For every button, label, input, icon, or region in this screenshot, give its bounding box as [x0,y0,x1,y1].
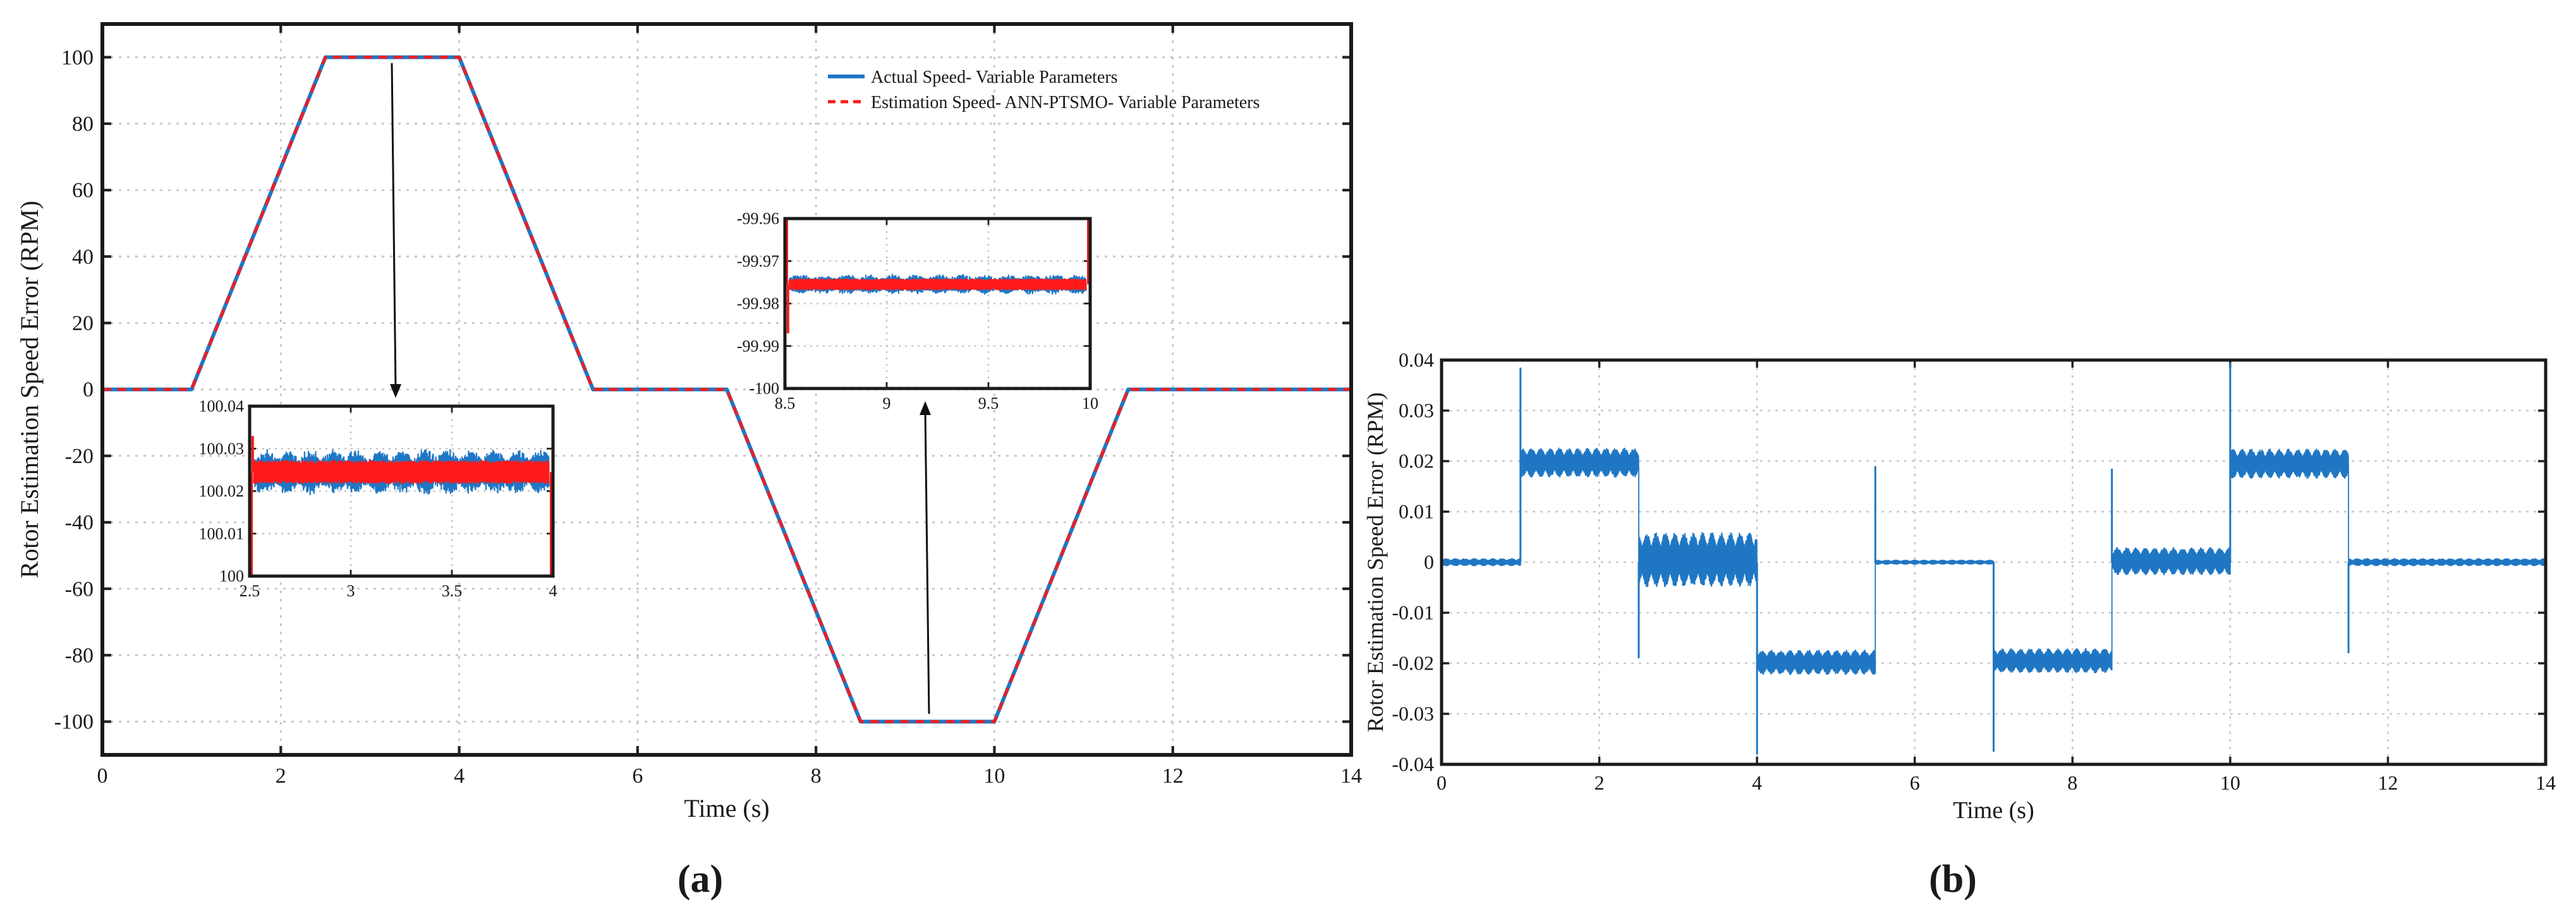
a-inset-2: 8.5 9 9.5 10 -100 -99.99 -99.98 -99.97 -99.96 [737,210,1098,412]
a-inset-1-estimation-trace [253,460,550,485]
a-zoom-arrow-1 [391,63,397,389]
a-series-line-estimation [102,56,1351,723]
b-yaxis-label: Rotor Estimation Speed Error (RPM) [1363,392,1388,732]
b-xtick-label: 0 [1437,771,1447,794]
panel-a-chart: 0 2 4 6 8 10 12 14 -100 -80 -60 -40 -20 0 20 40 60 80 100 T… [15,22,1362,822]
a-inset-2-ytick-label: -99.97 [737,252,779,270]
a-zoom-arrow-2 [924,410,930,714]
a-xtick-label: 2 [276,764,286,788]
a-xtick-label: 12 [1162,764,1184,788]
b-xtick-label: 12 [2378,771,2398,794]
a-inset-1-xtick-label: 2.5 [240,582,260,600]
b-ytick-label: -0.01 [1392,601,1434,624]
a-inset-2-xtick-label: 10 [1082,394,1098,412]
a-legend-label-actual: Actual Speed- Variable Parameters [871,68,1118,87]
a-inset-2-ytick-label: -100 [749,380,779,398]
a-legend-label-estimation: Estimation Speed- ANN-PTSMO- Variable Pa… [871,93,1260,112]
b-xtick-label: 2 [1595,771,1605,794]
a-inset-2-ytick-label: -99.96 [737,210,779,228]
a-xaxis-label: Time (s) [684,794,769,822]
a-inset-2-ytick-label: -99.99 [737,337,779,355]
panel-b-chart: 0 2 4 6 8 10 12 14 -0.04 -0.03 -0.02 -0.01 0 0.01 0.02… [1363,349,2556,824]
caption-b: (b) [1929,858,1977,901]
a-zoom-arrowhead-1 [390,384,401,398]
a-ytick-label: -20 [65,445,94,468]
a-inset-1-xtick-label: 4 [549,582,557,600]
b-xaxis-label: Time (s) [1953,797,2034,824]
a-inset-2-frame [783,217,1092,390]
a-inset-2-estimation-trace [788,278,1087,291]
a-xtick-label: 4 [454,764,465,788]
b-xtick-label: 4 [1752,771,1762,794]
a-inset-2-xtick-label: 9.5 [978,394,999,412]
a-inset-2-ytick-label: -99.98 [737,294,779,313]
a-inset-1-ytick-label: 100.03 [199,440,245,458]
b-ytick-label: -0.04 [1392,753,1434,776]
a-xtick-label: 10 [983,764,1005,788]
b-xtick-label: 8 [2067,771,2077,794]
b-ytick-label: 0.01 [1399,500,1434,523]
b-ytick-label: 0 [1424,551,1434,574]
a-xtick-label: 14 [1340,764,1362,788]
b-ytick-label: 0.03 [1399,399,1434,422]
b-ytick-label: 0.02 [1399,450,1434,473]
caption-a: (a) [677,858,723,901]
a-inset-1: 2.5 3 3.5 4 100 100.01 100.02 100.03 100.04 [199,397,557,600]
a-ytick-label: -100 [54,711,94,734]
a-zoom-arrowhead-2 [920,401,931,415]
a-inset-1-xtick-label: 3 [347,582,355,600]
a-ytick-label: -80 [65,644,94,667]
a-inset-1-frame [248,404,555,578]
a-yaxis-label: Rotor Estimation Speed Error (RPM) [15,201,44,579]
a-ytick-label: 100 [61,46,94,69]
a-inset-2-xtick-label: 9 [883,394,891,412]
a-inset-1-ytick-label: 100.01 [199,524,245,543]
b-xtick-label: 6 [1910,771,1920,794]
a-ytick-label: -60 [65,577,94,601]
a-ytick-label: 40 [72,245,94,268]
a-inset-1-ytick-label: 100.02 [199,482,245,500]
a-inset-1-ytick-label: 100 [219,567,244,586]
a-inset-1-ytick-label: 100.04 [199,397,245,416]
b-ytick-label: -0.02 [1392,652,1434,675]
a-xtick-label: 0 [97,764,108,788]
b-ytick-label: -0.03 [1392,702,1434,725]
a-inset-2-xtick-label: 8.5 [775,394,796,412]
a-inset-1-xtick-label: 3.5 [442,582,463,600]
a-ytick-label: -40 [65,511,94,534]
a-ytick-label: 0 [83,378,94,402]
a-axes-frame [100,22,1353,757]
a-ytick-label: 20 [72,312,94,335]
b-xtick-label: 14 [2536,771,2556,794]
b-xtick-label: 10 [2220,771,2240,794]
b-axes-frame [1440,358,2548,766]
a-xtick-label: 8 [811,764,822,788]
b-ytick-label: 0.04 [1399,349,1434,371]
a-ytick-label: 80 [72,112,94,136]
a-xtick-label: 6 [632,764,643,788]
a-ytick-label: 60 [72,179,94,202]
